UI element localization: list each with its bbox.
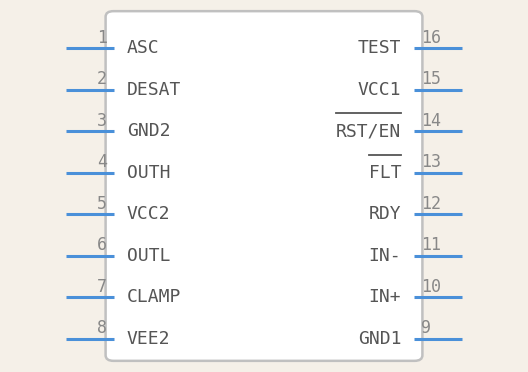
Text: OUTH: OUTH (127, 164, 170, 182)
Text: 14: 14 (421, 112, 441, 130)
Text: TEST: TEST (358, 39, 401, 57)
Text: 15: 15 (421, 70, 441, 88)
Text: IN-: IN- (369, 247, 401, 264)
FancyBboxPatch shape (106, 11, 422, 361)
Text: 2: 2 (97, 70, 107, 88)
Text: FLT: FLT (369, 164, 401, 182)
Text: ASC: ASC (127, 39, 159, 57)
Text: DESAT: DESAT (127, 81, 181, 99)
Text: OUTL: OUTL (127, 247, 170, 264)
Text: GND1: GND1 (358, 330, 401, 347)
Text: 5: 5 (97, 195, 107, 213)
Text: 16: 16 (421, 29, 441, 47)
Text: RDY: RDY (369, 205, 401, 223)
Text: VCC1: VCC1 (358, 81, 401, 99)
Text: VCC2: VCC2 (127, 205, 170, 223)
Text: 12: 12 (421, 195, 441, 213)
Text: 9: 9 (421, 319, 431, 337)
Text: 7: 7 (97, 278, 107, 296)
Text: GND2: GND2 (127, 122, 170, 140)
Text: CLAMP: CLAMP (127, 288, 181, 306)
Text: RST/EN: RST/EN (336, 122, 401, 140)
Text: 6: 6 (97, 236, 107, 254)
Text: 13: 13 (421, 153, 441, 171)
Text: VEE2: VEE2 (127, 330, 170, 347)
Text: 1: 1 (97, 29, 107, 47)
Text: 10: 10 (421, 278, 441, 296)
Text: 11: 11 (421, 236, 441, 254)
Text: 3: 3 (97, 112, 107, 130)
Text: IN+: IN+ (369, 288, 401, 306)
Text: 8: 8 (97, 319, 107, 337)
Text: 4: 4 (97, 153, 107, 171)
